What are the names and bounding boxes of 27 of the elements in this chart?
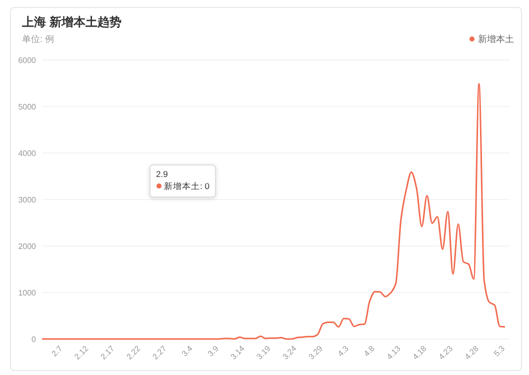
- legend: 新增本土: [470, 34, 514, 44]
- x-tick-label: 4.8: [362, 344, 377, 358]
- chart-subtitle: 单位: 例: [22, 34, 54, 44]
- legend-label: 新增本土: [478, 34, 514, 44]
- x-tick-label: 3.19: [254, 344, 273, 362]
- x-tick-label: 3.4: [180, 344, 195, 358]
- y-tick-label: 5000: [18, 102, 37, 112]
- x-tick-label: 4.3: [336, 344, 351, 358]
- x-tick-label: 5.3: [492, 344, 507, 358]
- y-tick-label: 6000: [18, 56, 37, 65]
- chart-title: 上海 新增本土趋势: [21, 15, 122, 29]
- annotation: 新增本土: 0: [164, 181, 210, 191]
- y-tick-label: 2000: [18, 242, 37, 251]
- x-tick-label: 4.23: [437, 344, 455, 362]
- annotation: 2.9: [156, 169, 168, 179]
- y-tick-label: 0: [32, 335, 37, 344]
- y-tick-label: 1000: [18, 288, 37, 298]
- x-tick-label: 2.12: [72, 344, 91, 362]
- y-tick-label: 3000: [18, 196, 37, 204]
- x-tick-label: 4.28: [463, 344, 481, 362]
- x-tick-label: 4.13: [384, 344, 403, 362]
- x-tick-label: 3.9: [206, 344, 221, 358]
- tooltip: 2.9 新增本土: 0: [150, 164, 216, 198]
- x-tick-label: 2.7: [50, 344, 65, 358]
- x-tick-label: 4.18: [411, 344, 429, 362]
- x-tick-label: 3.29: [306, 344, 325, 362]
- y-tick-label: 4000: [18, 149, 37, 158]
